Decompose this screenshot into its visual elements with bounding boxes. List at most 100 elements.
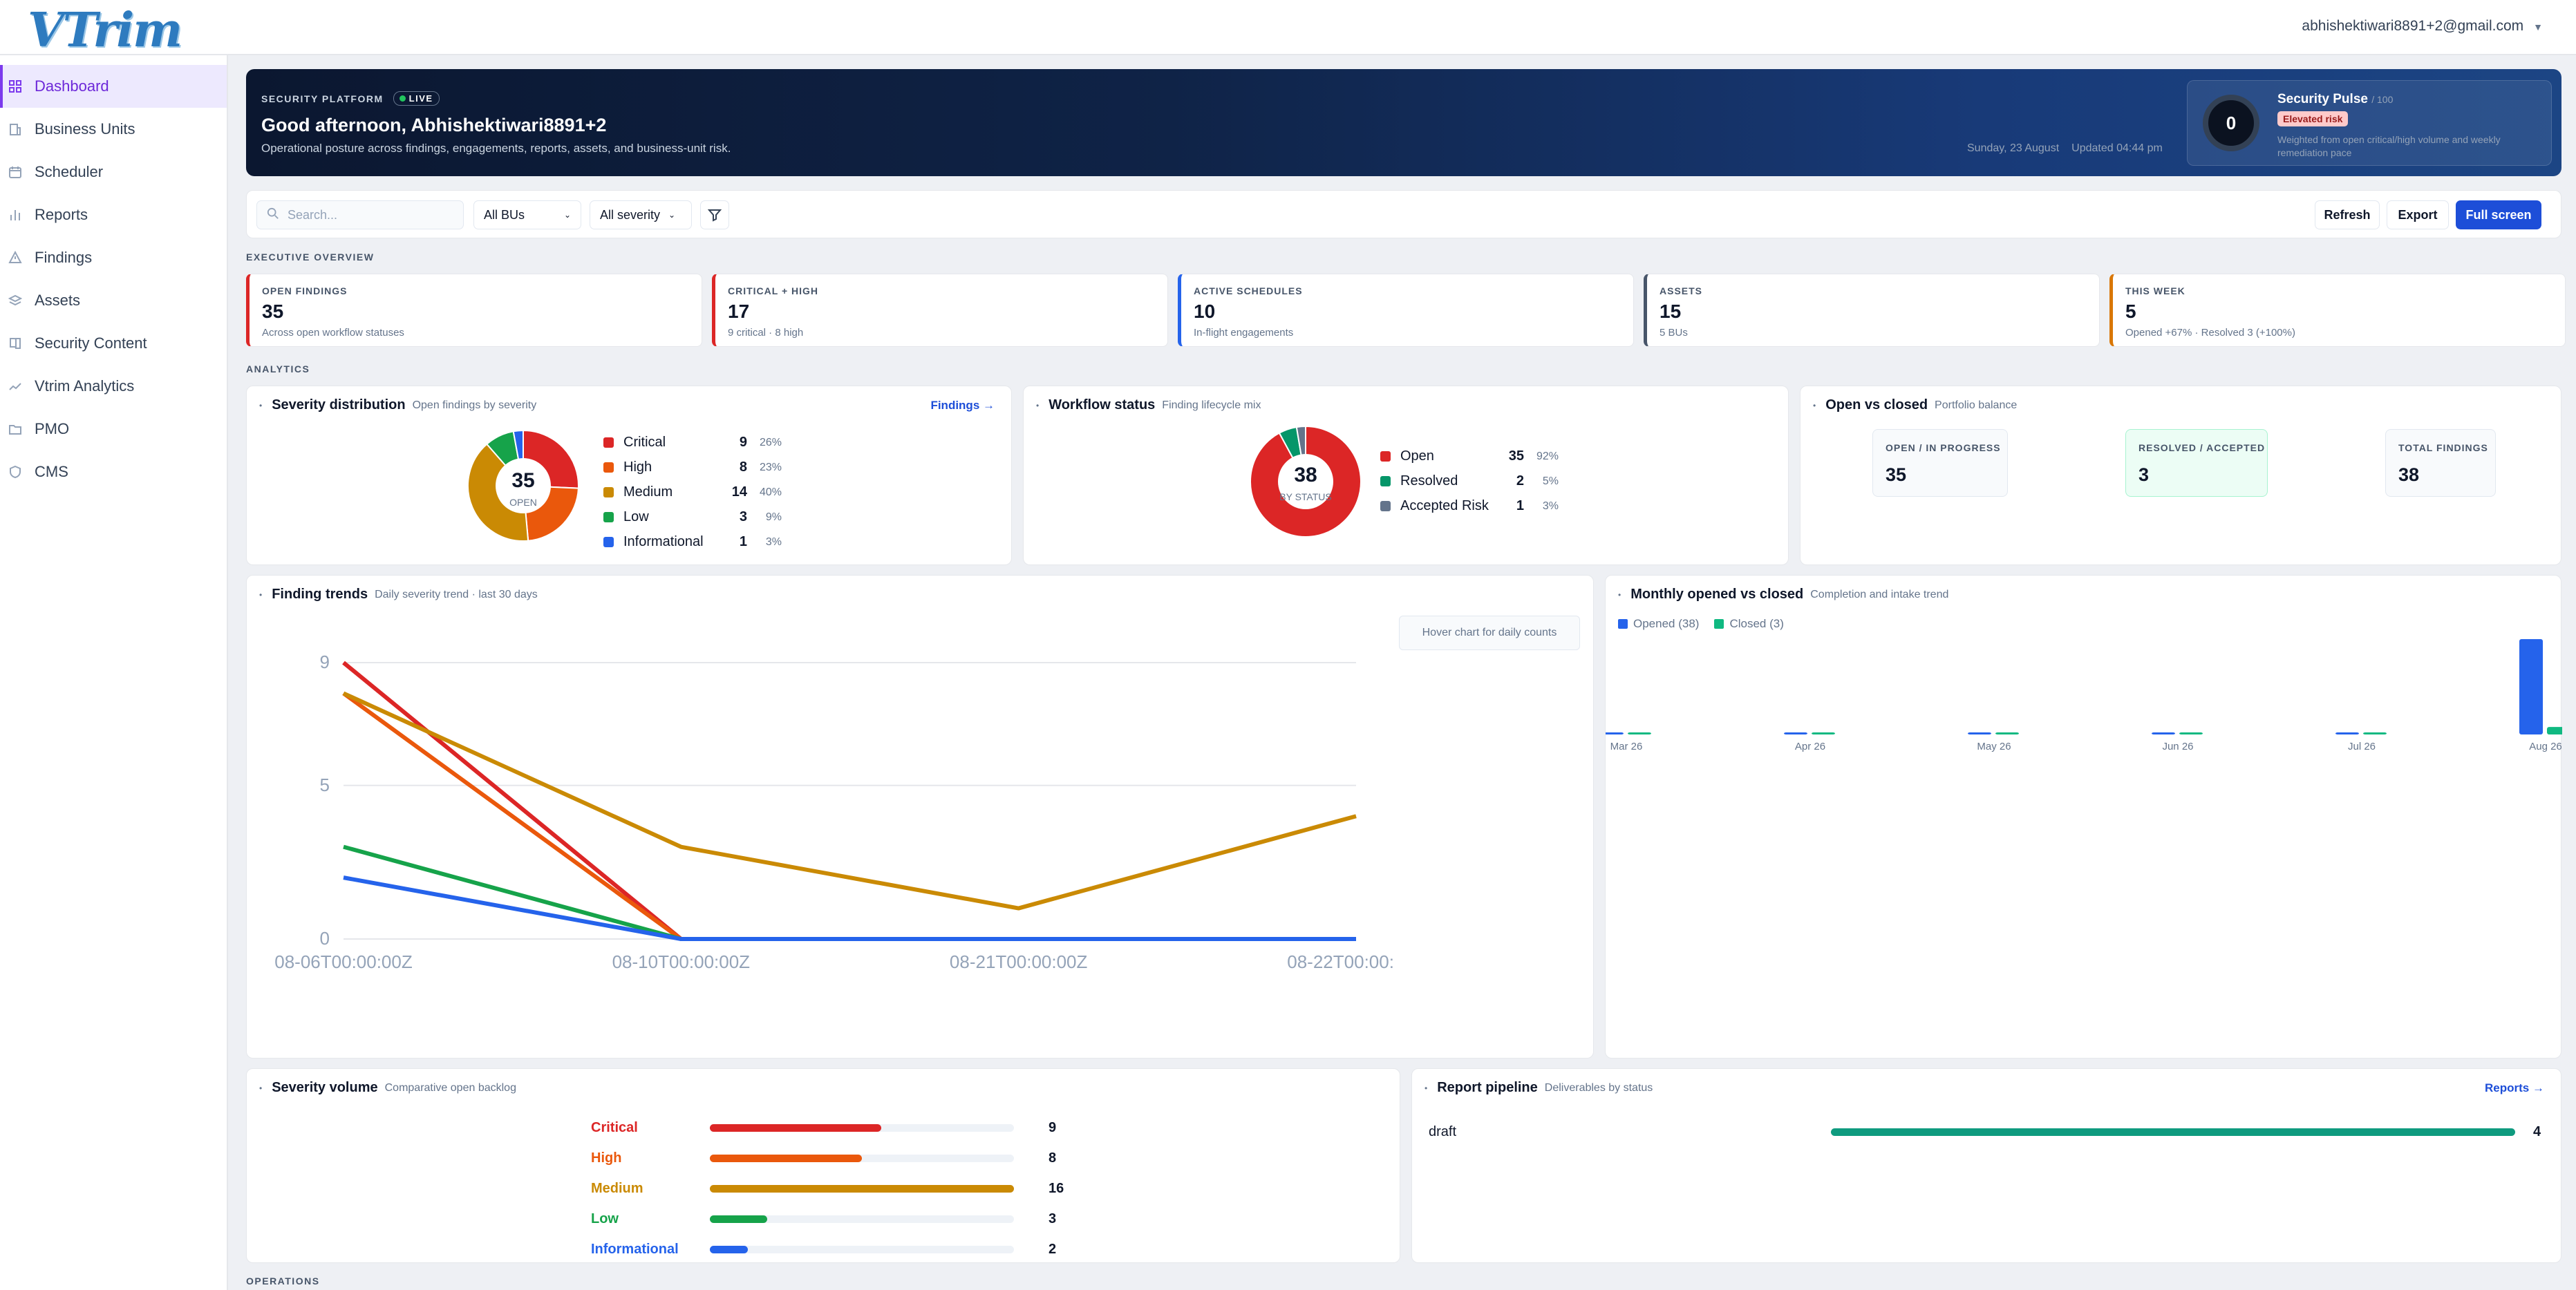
sidebar-item-security-content[interactable]: Security Content [0, 322, 227, 365]
series-line-0[interactable] [342, 661, 1356, 941]
severity-select-value: All severity [600, 207, 661, 222]
legend-opened: Opened (38) [1633, 617, 1700, 630]
bar-opened-4[interactable] [2335, 732, 2359, 734]
card-header: • Report pipeline Deliverables by status [1425, 1080, 1653, 1096]
section-operations: OPERATIONS [246, 1275, 320, 1287]
legend-label: Informational [623, 534, 704, 549]
live-text: LIVE [408, 93, 433, 104]
volume-label: High [591, 1150, 622, 1166]
hero-date: Sunday, 23 August [1967, 142, 2060, 154]
hero-meta: Sunday, 23 August Updated 04:44 pm [1967, 142, 2175, 155]
kpi-critical-high[interactable]: CRITICAL + HIGH 17 9 critical · 8 high [712, 274, 1168, 347]
bar-closed-5[interactable] [2547, 727, 2562, 734]
series-line-1[interactable] [342, 692, 1356, 941]
greeting: Good afternoon, Abhishektiwari8891+2 [261, 115, 607, 135]
bar-closed-2[interactable] [1995, 732, 2019, 734]
shield-icon [7, 464, 23, 480]
bar-closed-3[interactable] [2179, 732, 2203, 734]
findings-link[interactable]: Findings → [930, 399, 995, 412]
report-pipeline-card: • Report pipeline Deliverables by status R… [1411, 1068, 2561, 1263]
kpi-open-findings[interactable]: OPEN FINDINGS 35 Across open workflow st… [246, 274, 702, 347]
monthly-chart-card: • Monthly opened vs closed Completion and … [1605, 575, 2562, 1059]
swatch [1380, 501, 1391, 511]
filter-button[interactable] [700, 200, 729, 229]
pipeline-fill [1831, 1128, 2515, 1136]
monthly-legend: Opened (38) Closed (3) [1618, 617, 1784, 631]
x-tick-label: May 26 [1977, 741, 2011, 752]
reports-link[interactable]: Reports → [2485, 1081, 2544, 1094]
series-line-2[interactable] [342, 691, 1357, 911]
bar-opened-5[interactable] [2519, 639, 2543, 734]
volume-track [710, 1155, 1014, 1162]
sidebar-item-vtrim-analytics[interactable]: Vtrim Analytics [0, 365, 227, 408]
user-menu[interactable]: abhishektiwari8891+2@gmail.com ▼ [2302, 18, 2543, 35]
severity-select[interactable]: All severity ⌄ [590, 200, 692, 229]
kpi-sub: 5 BUs [1660, 327, 1688, 339]
series-line-4[interactable] [343, 875, 1356, 941]
sidebar-item-dashboard[interactable]: Dashboard [0, 65, 227, 108]
card-subtitle: Daily severity trend · last 30 days [375, 588, 538, 600]
legend-pct: 3% [765, 535, 782, 548]
kpi-active-schedules[interactable]: ACTIVE SCHEDULES 10 In-flight engagement… [1178, 274, 1634, 347]
bar-opened-1[interactable] [1784, 732, 1807, 734]
x-tick-label: 08-10T00:00:00Z [612, 951, 751, 972]
series-line-3[interactable] [343, 844, 1356, 941]
legend-label: Critical [623, 435, 666, 450]
kpi-assets[interactable]: ASSETS 15 5 BUs [1644, 274, 2100, 347]
sidebar-item-assets[interactable]: Assets [0, 279, 227, 322]
legend-pct: 23% [759, 461, 782, 473]
sidebar-item-pmo[interactable]: PMO [0, 408, 227, 450]
stack-icon [7, 292, 23, 309]
kpi-value: 10 [1194, 301, 1216, 322]
tile-label: TOTAL FINDINGS [2398, 442, 2488, 453]
sidebar-item-findings[interactable]: Findings [0, 236, 227, 279]
calendar-icon [7, 164, 23, 180]
pulse-title: Security Pulse / 100 [2277, 92, 2393, 107]
bu-select[interactable]: All BUs ⌄ [473, 200, 581, 229]
bar-closed-1[interactable] [1812, 732, 1835, 734]
swatch [1380, 476, 1391, 486]
legend-label: High [623, 459, 652, 475]
legend-pct: 5% [1542, 475, 1559, 487]
export-button[interactable]: Export [2387, 200, 2449, 229]
legend-row-resolved: Resolved 2 5% [1380, 473, 1559, 489]
kpi-label: ASSETS [1660, 285, 1703, 296]
legend-count: 2 [1516, 473, 1524, 489]
legend-label: Resolved [1400, 473, 1458, 489]
sidebar-item-reports[interactable]: Reports [0, 193, 227, 236]
sidebar-item-business-units[interactable]: Business Units [0, 108, 227, 151]
kpi-this-week[interactable]: THIS WEEK 5 Opened +67% · Resolved 3 (+1… [2109, 274, 2566, 347]
donut-center-label: OPEN [509, 497, 537, 508]
sidebar-item-cms[interactable]: CMS [0, 450, 227, 493]
open-vs-closed-card: • Open vs closed Portfolio balance OPEN / … [1800, 386, 2561, 565]
monthly-bar-chart[interactable]: Mar 26 Apr 26 May 26 Jun 26 Jul 26 Aug 26 [1606, 638, 2562, 797]
hero-eyebrow: SECURITY PLATFORM LIVE [261, 91, 440, 106]
sidebar-item-label: Security Content [35, 334, 147, 352]
bar-opened-3[interactable] [2152, 732, 2175, 734]
tile-resolved-accepted: RESOLVED / ACCEPTED 3 [2125, 429, 2268, 497]
fullscreen-button[interactable]: Full screen [2456, 200, 2541, 229]
trend-line-chart[interactable]: 0 5 9 08-06T00:00:00Z 08-10T00:00:00Z 08-21T0… [247, 617, 1394, 1045]
bar-closed-0[interactable] [1628, 732, 1651, 734]
swatch [1380, 451, 1391, 462]
refresh-button[interactable]: Refresh [2315, 200, 2380, 229]
volume-label: Medium [591, 1181, 643, 1196]
bar-opened-0[interactable] [1606, 732, 1624, 734]
legend-count: 1 [1516, 498, 1524, 513]
brand-logo[interactable]: VTrim [28, 3, 182, 58]
kpi-label: ACTIVE SCHEDULES [1194, 285, 1303, 296]
bar-closed-4[interactable] [2363, 732, 2387, 734]
search-input[interactable]: Search... [256, 200, 464, 229]
swatch [603, 437, 614, 448]
live-badge: LIVE [393, 91, 440, 106]
sidebar-item-label: Business Units [35, 120, 135, 137]
bar-opened-2[interactable] [1968, 732, 1991, 734]
swatch [603, 512, 614, 522]
donut-center-label: BY STATUS [1279, 491, 1332, 502]
card-title: Open vs closed [1825, 397, 1928, 412]
sidebar-item-scheduler[interactable]: Scheduler [0, 151, 227, 193]
bu-select-value: All BUs [484, 207, 525, 222]
volume-row-informational: Informational 2 [247, 1239, 1056, 1260]
x-tick-label: Apr 26 [1795, 741, 1825, 752]
legend-label: Accepted Risk [1400, 498, 1489, 513]
